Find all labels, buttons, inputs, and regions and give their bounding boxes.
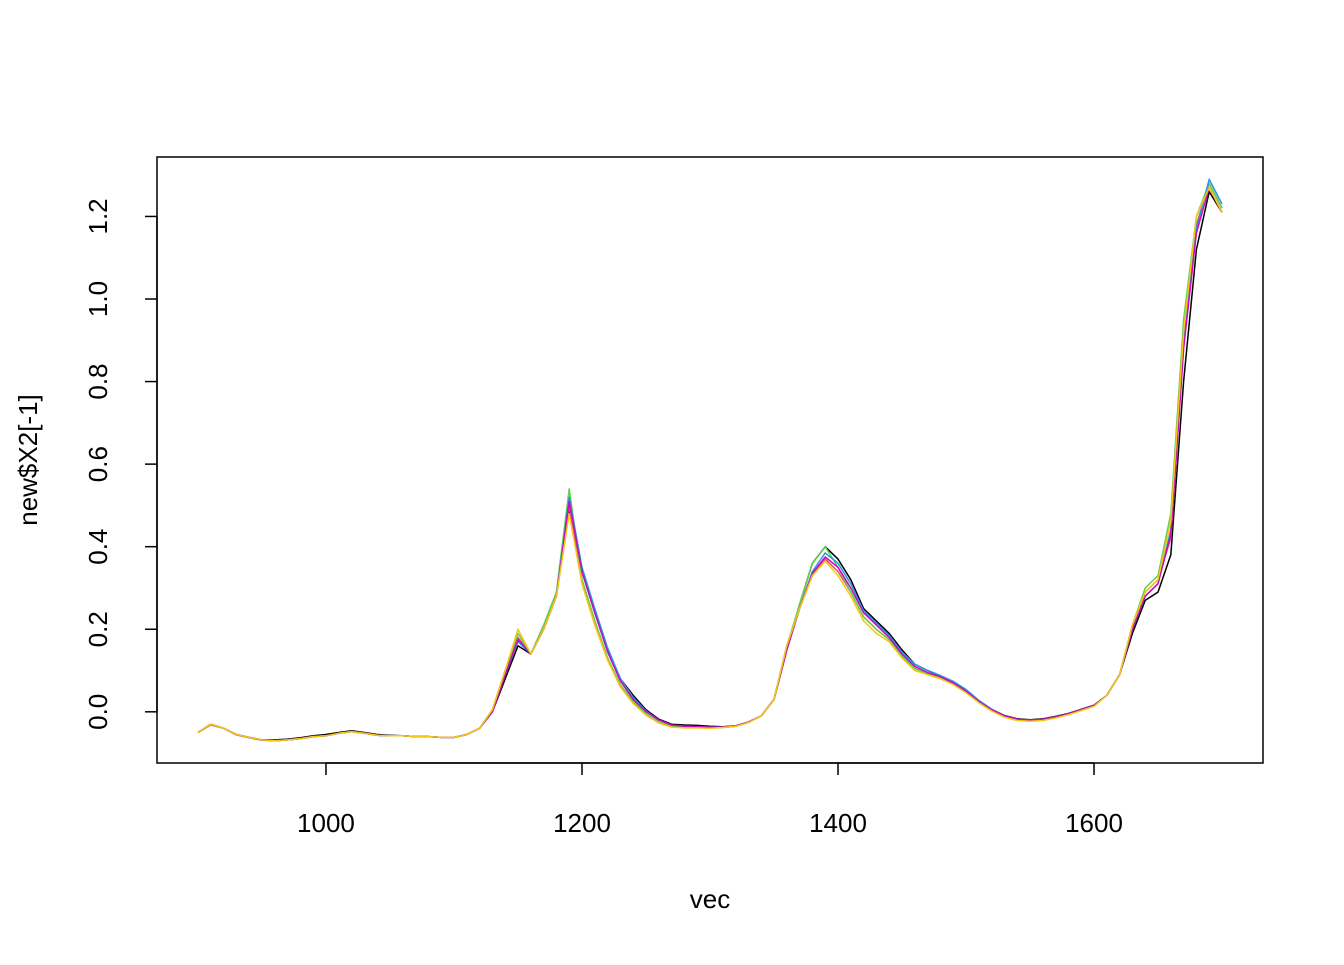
series-line bbox=[197, 182, 1223, 742]
series-line bbox=[197, 186, 1223, 742]
y-tick-label: 0.6 bbox=[83, 446, 113, 482]
x-tick-label: 1400 bbox=[809, 808, 867, 838]
series-line bbox=[197, 182, 1223, 742]
series-line bbox=[197, 178, 1223, 742]
y-tick-label: 1.0 bbox=[83, 281, 113, 317]
y-tick-label: 0.2 bbox=[83, 611, 113, 647]
y-tick-label: 0.0 bbox=[83, 694, 113, 730]
y-axis-label: new$X2[-1] bbox=[13, 394, 43, 526]
y-tick-label: 0.4 bbox=[83, 529, 113, 565]
series-line bbox=[197, 186, 1223, 742]
x-tick-label: 1000 bbox=[297, 808, 355, 838]
x-tick-label: 1600 bbox=[1065, 808, 1123, 838]
y-tick-label: 1.2 bbox=[83, 198, 113, 234]
x-axis-label: vec bbox=[690, 884, 730, 914]
x-tick-label: 1200 bbox=[553, 808, 611, 838]
plot-frame bbox=[156, 156, 1264, 764]
y-tick-label: 0.8 bbox=[83, 363, 113, 399]
series-line bbox=[197, 190, 1223, 741]
